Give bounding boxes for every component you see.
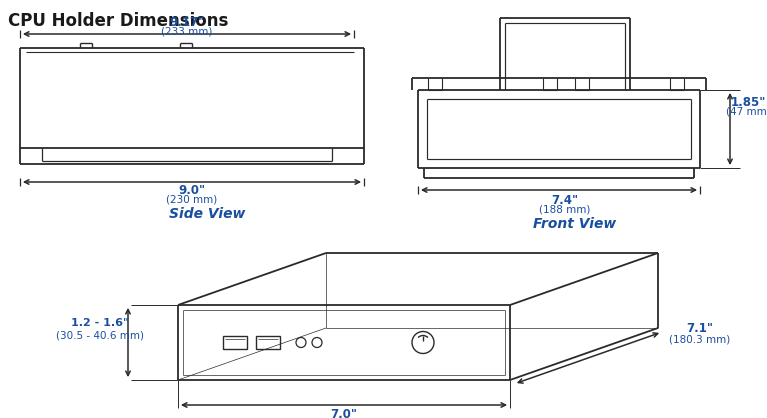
Text: CPU Holder Dimensions: CPU Holder Dimensions [8,12,229,30]
Text: (188 mm): (188 mm) [539,204,591,214]
Text: (233 mm): (233 mm) [161,27,212,37]
Text: (30.5 - 40.6 mm): (30.5 - 40.6 mm) [56,330,144,340]
Text: 7.0": 7.0" [331,408,357,418]
Text: (47 mm): (47 mm) [726,107,767,117]
Text: 1.85": 1.85" [730,95,765,109]
Text: 7.1": 7.1" [686,321,713,334]
Text: (230 mm): (230 mm) [166,195,218,205]
Text: 1.2 - 1.6": 1.2 - 1.6" [71,318,129,328]
Text: 9.17": 9.17" [170,16,205,30]
Text: 7.4": 7.4" [551,194,578,206]
Text: Front View: Front View [533,217,617,231]
Text: (180.3 mm): (180.3 mm) [670,335,731,345]
Text: Side View: Side View [169,207,245,221]
Text: 9.0": 9.0" [179,184,206,197]
